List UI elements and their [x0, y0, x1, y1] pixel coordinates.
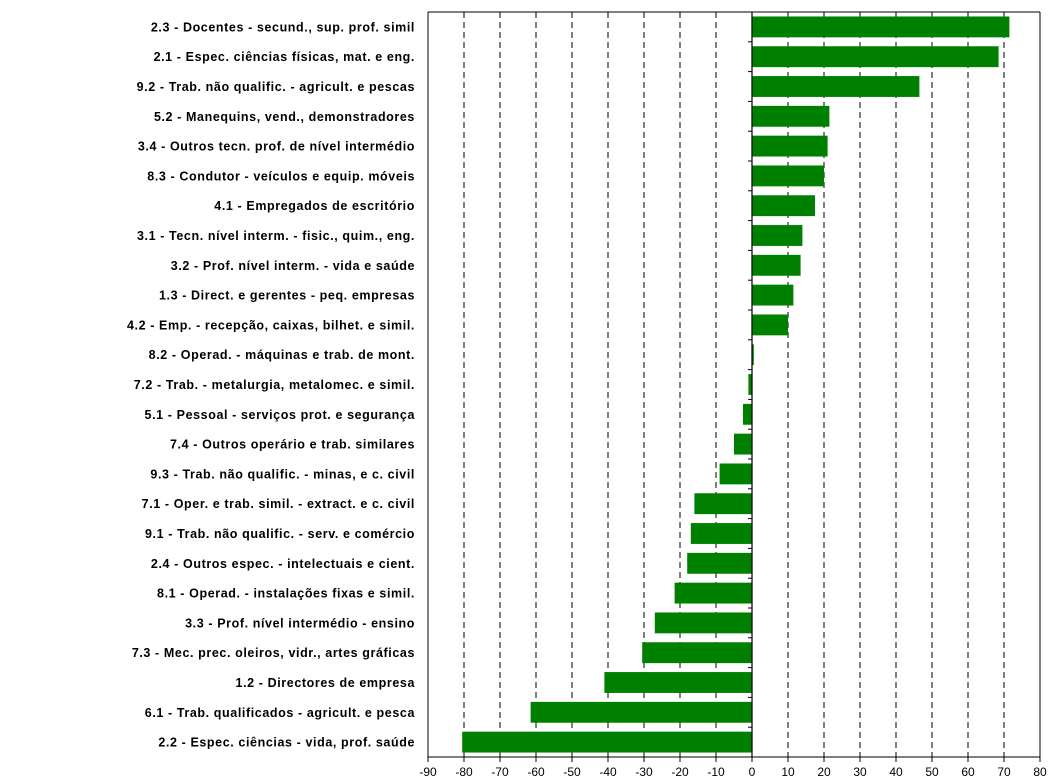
category-label: 1.3 - Direct. e gerentes - peq. empresas — [159, 289, 415, 303]
bars — [462, 16, 1010, 753]
category-label: 3.2 - Prof. nível interm. - vida e saúde — [171, 259, 415, 273]
category-label: 1.2 - Directores de empresa — [236, 676, 416, 690]
x-tick-label: 80 — [1033, 765, 1047, 779]
bar — [734, 433, 752, 455]
category-label: 5.1 - Pessoal - serviços prot. e seguran… — [145, 408, 416, 422]
category-label: 9.2 - Trab. não qualific. - agricult. e … — [137, 80, 415, 94]
bar — [530, 701, 752, 723]
x-tick-label: 40 — [889, 765, 903, 779]
category-labels: 2.3 - Docentes - secund., sup. prof. sim… — [127, 20, 415, 749]
x-tick-label: 70 — [997, 765, 1011, 779]
x-tick-label: -10 — [707, 765, 725, 779]
category-label: 5.2 - Manequins, vend., demonstradores — [154, 110, 415, 124]
bar — [687, 552, 752, 574]
bar — [719, 463, 752, 485]
category-label: 7.4 - Outros operário e trab. similares — [170, 438, 415, 452]
category-label: 4.2 - Emp. - recepção, caixas, bilhet. e… — [127, 318, 415, 332]
category-label: 8.1 - Operad. - instalações fixas e simi… — [157, 587, 415, 601]
bar — [752, 16, 1010, 38]
bar — [752, 284, 794, 306]
bar — [752, 76, 920, 97]
bar — [752, 314, 788, 336]
tick-labels: -90 -80 -70 -60 -50 -40 -30 -20 -10 0 10 20 30 40 50 60… — [419, 765, 1047, 779]
bar — [752, 254, 801, 276]
bar — [654, 612, 752, 634]
bar — [752, 195, 815, 217]
bar — [752, 105, 830, 127]
x-tick-label: -50 — [563, 765, 581, 779]
x-tick-label: -20 — [671, 765, 689, 779]
x-tick-label: 60 — [961, 765, 975, 779]
bar — [752, 225, 803, 246]
category-label: 8.2 - Operad. - máquinas e trab. de mont… — [149, 348, 415, 362]
bar — [694, 493, 752, 515]
bar — [690, 523, 752, 544]
x-tick-label: 10 — [781, 765, 795, 779]
category-label: 9.3 - Trab. não qualific. - minas, e c. … — [150, 467, 415, 481]
category-label: 6.1 - Trab. qualificados - agricult. e p… — [145, 706, 416, 720]
x-tick-label: 0 — [749, 765, 756, 779]
x-tick-label: 20 — [817, 765, 831, 779]
x-tick-label: -60 — [527, 765, 545, 779]
bar — [642, 642, 752, 664]
category-label: 3.3 - Prof. nível intermédio - ensino — [185, 616, 415, 630]
bar — [752, 165, 824, 187]
bar — [462, 731, 752, 753]
category-label: 4.1 - Empregados de escritório — [214, 199, 415, 213]
category-label: 2.1 - Espec. ciências físicas, mat. e en… — [154, 50, 415, 64]
x-tick-label: 30 — [853, 765, 867, 779]
bar — [748, 374, 752, 395]
category-label: 2.4 - Outros espec. - intelectuais e cie… — [151, 557, 415, 571]
x-tick-label: -40 — [599, 765, 617, 779]
x-tick-label: 50 — [925, 765, 939, 779]
axes — [427, 11, 1041, 762]
bar — [752, 46, 999, 68]
x-tick-label: -90 — [419, 765, 437, 779]
bar — [752, 344, 754, 366]
category-label: 7.2 - Trab. - metalurgia, metalomec. e s… — [134, 378, 415, 392]
x-tick-label: -70 — [491, 765, 509, 779]
category-label: 9.1 - Trab. não qualific. - serv. e comé… — [145, 527, 415, 541]
category-label: 8.3 - Condutor - veículos e equip. móvei… — [147, 169, 415, 183]
bar — [752, 135, 828, 157]
x-tick-label: -80 — [455, 765, 473, 779]
category-label: 2.3 - Docentes - secund., sup. prof. sim… — [151, 20, 415, 34]
category-label: 2.2 - Espec. ciências - vida, prof. saúd… — [158, 736, 415, 750]
bar — [604, 672, 752, 693]
category-label: 3.4 - Outros tecn. prof. de nível interm… — [138, 140, 415, 154]
category-label: 7.3 - Mec. prec. oleiros, vidr., artes g… — [132, 646, 415, 660]
category-label: 7.1 - Oper. e trab. simil. - extract. e … — [142, 497, 415, 511]
bar — [743, 403, 752, 425]
bar — [674, 582, 752, 604]
category-label: 3.1 - Tecn. nível interm. - fisic., quim… — [137, 229, 415, 243]
x-tick-label: -30 — [635, 765, 653, 779]
